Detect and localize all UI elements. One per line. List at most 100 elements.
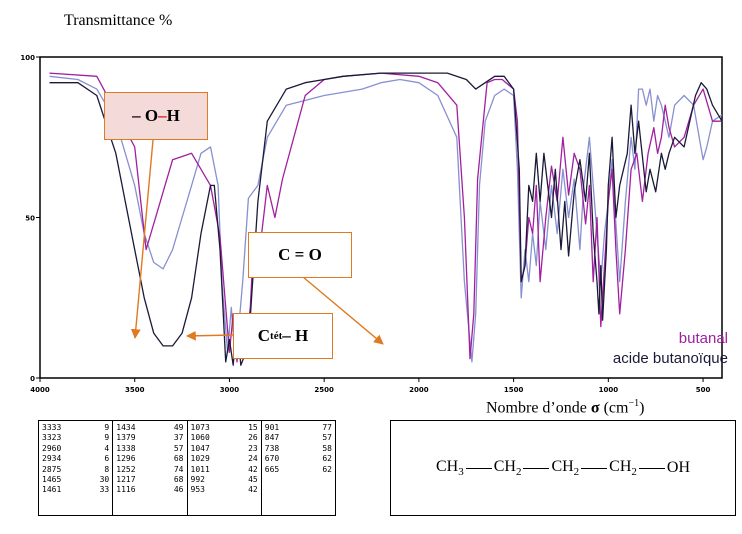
peak-transmittance: 57	[322, 433, 332, 443]
peak-wavenumber: 738	[264, 443, 280, 453]
y-axis-title: Transmittance %	[64, 12, 173, 29]
peak-wavenumber: 1461	[42, 485, 62, 495]
peak-wavenumber: 1011	[190, 464, 210, 474]
peak-wavenumber: 1217	[116, 475, 136, 485]
peak-table-row: 1217 68	[116, 475, 183, 485]
callout-o-h-dash1: – O	[132, 106, 159, 125]
peak-table-column: 3333 9 3323 9 2960 4 2934 6 2875 8 1465 30 1461 33	[39, 421, 112, 515]
peak-transmittance: 9	[104, 423, 110, 432]
peak-wavenumber: 3333	[42, 423, 62, 432]
peak-transmittance: 23	[248, 443, 258, 453]
x-axis-title: Nombre d’onde σ (cm−1)	[486, 398, 644, 417]
peak-table-row: 1073 15	[191, 423, 258, 433]
callout-c-h-sub: tét	[270, 330, 283, 342]
peak-transmittance: 62	[322, 464, 332, 474]
x-tick-label: 4000	[30, 386, 50, 394]
series-line-1	[49, 72, 723, 366]
formula-group: OH	[666, 459, 691, 476]
peak-table-row: 1252 74	[116, 465, 183, 475]
peak-wavenumber: 2960	[42, 443, 62, 453]
peak-table-row: 2875 8	[42, 465, 109, 475]
peak-table-row: 1434 49	[116, 423, 183, 433]
callout-o-h-h: H	[166, 106, 180, 125]
peak-transmittance: 45	[248, 475, 258, 485]
peak-table-row: 901 77	[265, 423, 332, 433]
peak-table-row: 670 62	[265, 454, 332, 464]
peak-transmittance: 9	[104, 433, 110, 443]
structural-formula: CH3 CH2 CH2 CH2 OH	[390, 420, 736, 516]
peak-table-row: 992 45	[191, 475, 258, 485]
bond-line	[465, 467, 492, 469]
peak-table-column: 1434 49 1379 37 1338 57 1296 68 1252 74 1217 68 1116…	[112, 421, 186, 515]
peak-transmittance: 57	[173, 443, 184, 453]
peak-table-row: 1060 26	[191, 433, 258, 443]
peak-wavenumber: 901	[264, 423, 280, 432]
peak-wavenumber: 1116	[116, 485, 136, 495]
peak-transmittance: 68	[173, 454, 184, 464]
peak-table-row: 953 42	[191, 485, 258, 495]
arrow-c-h	[186, 330, 234, 341]
y-tick-label: 0	[30, 375, 35, 383]
formula-group: CH2	[493, 457, 522, 479]
x-tick-label: 3500	[125, 386, 145, 394]
peak-transmittance: 58	[322, 443, 332, 453]
peak-wavenumber: 665	[264, 464, 280, 474]
peak-wavenumber: 1338	[116, 443, 136, 453]
peak-wavenumber: 1073	[190, 423, 210, 432]
callout-o-h: – O – H	[104, 92, 208, 140]
peak-table-row: 3323 9	[42, 433, 109, 443]
peak-table-row: 1011 42	[191, 465, 258, 475]
peak-transmittance: 68	[173, 475, 184, 485]
peak-table-column: 1073 15 1060 26 1047 23 1029 24 1011 42 992 45 953 42	[186, 421, 261, 515]
peak-transmittance: 77	[322, 423, 332, 432]
peak-transmittance: 15	[248, 423, 258, 432]
peak-wavenumber: 2934	[42, 454, 62, 464]
callout-o-h-dash2: –	[158, 106, 167, 125]
formula-group: CH2	[609, 457, 637, 479]
peak-table-row: 1465 30	[42, 475, 109, 485]
peak-transmittance: 24	[248, 454, 258, 464]
peak-wavenumber: 847	[264, 433, 280, 443]
peak-transmittance: 30	[99, 475, 110, 485]
x-axis-title-symbol: σ	[590, 399, 600, 417]
x-tick-label: 1000	[599, 386, 619, 394]
peak-wavenumber: 2875	[42, 464, 62, 474]
legend-acide-butanoique: acide butanoïque	[612, 350, 728, 367]
peak-transmittance: 6	[104, 454, 110, 464]
peak-wavenumber: 670	[264, 454, 280, 464]
peak-transmittance: 49	[173, 423, 184, 432]
bond-line	[523, 467, 550, 469]
peak-wavenumber: 1296	[116, 454, 136, 464]
x-axis-title-exponent: −1	[628, 398, 640, 409]
peak-transmittance: 62	[322, 454, 332, 464]
peak-wavenumber: 1465	[42, 475, 62, 485]
x-tick-label: 2500	[314, 386, 334, 394]
x-axis-title-unit: (cm	[599, 399, 629, 417]
peak-table-row: 1379 37	[116, 433, 183, 443]
series-line-2	[49, 75, 723, 363]
peak-table-row: 738 58	[265, 444, 332, 454]
x-axis-title-prefix: Nombre d’onde	[486, 399, 591, 417]
arrow-c-o	[302, 276, 384, 345]
peak-transmittance: 8	[104, 464, 110, 474]
bond-line	[581, 467, 608, 469]
peak-wavenumber: 953	[190, 485, 205, 495]
peak-table-row: 1296 68	[116, 454, 183, 464]
peak-wavenumber: 1379	[116, 433, 136, 443]
peak-table-row: 2934 6	[42, 454, 109, 464]
peak-transmittance: 33	[99, 485, 110, 495]
peak-table-row: 665 62	[265, 465, 332, 475]
peak-transmittance: 26	[248, 433, 258, 443]
peak-wavenumber: 1047	[190, 443, 210, 453]
formula-group: CH2	[551, 457, 580, 479]
bond-line	[638, 467, 665, 469]
callout-c-h-rest: – H	[282, 326, 309, 345]
peak-table-row: 1461 33	[42, 485, 109, 495]
peak-table-column: 901 77 847 57 738 58 670 62 665 62	[260, 421, 335, 515]
peak-table-row: 2960 4	[42, 444, 109, 454]
x-tick-label: 2000	[409, 386, 429, 394]
callout-c-h-c: C	[257, 326, 271, 345]
peak-table: 3333 9 3323 9 2960 4 2934 6 2875 8 1465 30 1461 33 143…	[38, 420, 336, 516]
peak-transmittance: 42	[248, 464, 258, 474]
